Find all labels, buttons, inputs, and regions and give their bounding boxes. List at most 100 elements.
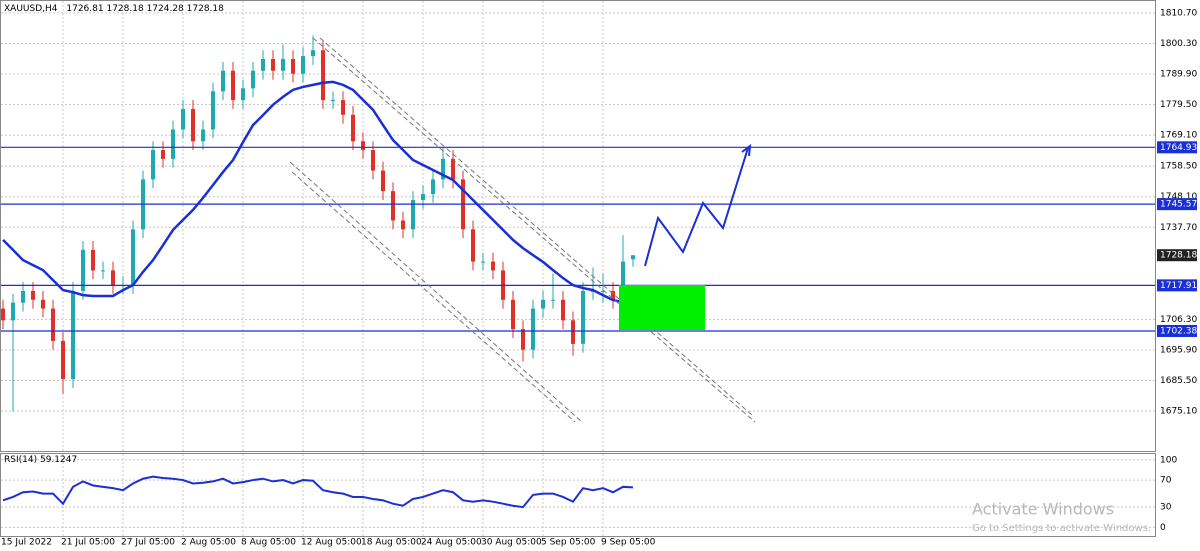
y-tick-label: 1737.70	[1160, 223, 1197, 233]
price-label: 1728.18	[1160, 251, 1197, 261]
y-tick-label: 1685.50	[1160, 376, 1197, 386]
candle-body	[361, 141, 365, 151]
candle-body	[301, 56, 305, 74]
candle-body	[191, 108, 195, 142]
candle-body	[251, 70, 255, 89]
watermark-subtitle: Go to Settings to activate Windows.	[972, 523, 1151, 534]
level-label: 1745.57	[1160, 200, 1197, 210]
header: XAUUSD,H4 1726.81 1728.18 1724.28 1728.1…	[4, 4, 224, 14]
candle-body	[171, 129, 175, 159]
candle-body	[571, 320, 575, 344]
candle-body	[541, 299, 545, 309]
y-tick-label: 1675.10	[1160, 407, 1197, 417]
level-label: 1717.91	[1160, 281, 1197, 291]
target-zone	[619, 285, 705, 330]
candle-body	[551, 299, 555, 301]
level-label: 1764.93	[1160, 143, 1197, 153]
level-tag	[1157, 324, 1197, 337]
x-tick-label: 9 Sep 05:00	[601, 538, 656, 548]
candle-body	[161, 150, 165, 159]
x-tick-label: 24 Aug 05:00	[421, 538, 482, 548]
candle-body	[401, 220, 405, 230]
candle-body	[311, 50, 315, 57]
candle-body	[31, 290, 35, 300]
level-tag	[1157, 141, 1197, 154]
rsi-header: RSI(14) 59.1247	[4, 455, 77, 465]
candle-body	[201, 129, 205, 142]
candle-body	[441, 158, 445, 180]
y-tick-label: 1779.50	[1160, 100, 1197, 110]
y-tick-label: 70	[1160, 476, 1172, 486]
candle-body	[561, 299, 565, 321]
y-tick-label: 1758.50	[1160, 162, 1197, 172]
x-tick-label: 27 Jul 05:00	[121, 538, 175, 548]
analysis-drawings	[289, 37, 756, 423]
y-tick-label: 100	[1160, 455, 1177, 465]
candle-body	[71, 290, 75, 380]
x-tick-label: 12 Aug 05:00	[301, 538, 362, 548]
rsi-value: 59.1247	[40, 455, 77, 465]
candle-body	[391, 191, 395, 221]
candle-body	[321, 50, 325, 101]
candle-body	[381, 170, 385, 192]
rsi-line	[2, 475, 634, 509]
candle-body	[521, 329, 525, 350]
price-tag	[1157, 249, 1197, 262]
candle-body	[261, 59, 265, 71]
symbol: XAUUSD,H4	[4, 4, 58, 14]
candle-body	[1, 308, 5, 321]
candle-body	[621, 261, 625, 300]
candle-body	[221, 70, 225, 92]
candle-body	[181, 108, 185, 130]
candle-body	[111, 270, 115, 286]
candle-body	[281, 59, 285, 71]
level-tag	[1157, 279, 1197, 292]
candle-body	[131, 229, 135, 286]
projection-arrow	[741, 143, 752, 157]
y-tick-label: 1800.30	[1160, 39, 1197, 49]
x-tick-label: 15 Jul 2022	[1, 538, 52, 548]
x-tick-label: 2 Aug 05:00	[181, 538, 236, 548]
main-frame	[0, 0, 1156, 452]
projection-path	[644, 147, 749, 267]
level-label: 1702.38	[1160, 326, 1197, 336]
channel-line	[319, 37, 753, 416]
candle-body	[351, 114, 355, 142]
ohlc-close: 1728.18	[187, 4, 224, 14]
candle-body	[581, 290, 585, 344]
y-tick-label: 0	[1160, 523, 1166, 533]
candle-body	[601, 290, 605, 292]
x-tick-label: 21 Jul 05:00	[61, 538, 115, 548]
y-tick-label: 1706.30	[1160, 315, 1197, 325]
x-tick-label: 8 Aug 05:00	[241, 538, 296, 548]
candle-body	[61, 340, 65, 380]
candle-body	[271, 59, 275, 71]
candle-body	[11, 302, 15, 321]
candle-body	[41, 299, 45, 309]
candle-body	[211, 91, 215, 130]
channel-line	[291, 171, 576, 423]
watermark-title: Activate Windows	[972, 500, 1114, 519]
candle-body	[371, 150, 375, 171]
candle-body	[421, 194, 425, 200]
y-tick-label: 30	[1160, 503, 1172, 513]
candle-body	[291, 59, 295, 74]
candle-body	[21, 290, 25, 303]
channel-line	[289, 161, 583, 423]
x-tick-label: 18 Aug 05:00	[361, 538, 422, 548]
y-tick-label: 1748.10	[1160, 192, 1197, 202]
candle-body	[151, 150, 155, 180]
channel-line	[312, 37, 756, 423]
y-tick-label: 1695.90	[1160, 345, 1197, 355]
candle-body	[241, 88, 245, 101]
candle-body	[81, 249, 85, 291]
candle-body	[331, 100, 335, 102]
candle-body	[481, 261, 485, 263]
candle-body	[101, 270, 105, 272]
candle-body	[471, 229, 475, 262]
rsi-title: RSI(14)	[4, 455, 37, 465]
candle-body	[411, 199, 415, 230]
candle-body	[451, 158, 455, 180]
